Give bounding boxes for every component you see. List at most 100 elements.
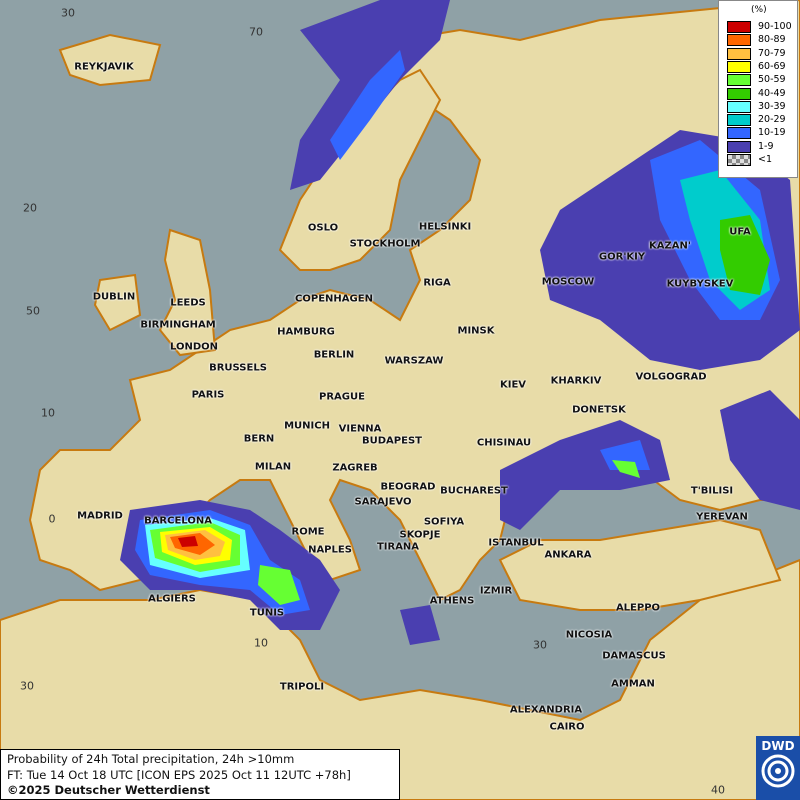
- logo-text: DWD: [761, 739, 795, 753]
- legend-label: 60-69: [758, 60, 786, 72]
- city-label: BUDAPEST: [362, 435, 422, 447]
- city-label: MOSCOW: [541, 276, 595, 288]
- precip-caucasus-1-9: [720, 390, 800, 510]
- legend-swatch: [727, 47, 751, 60]
- city-label: VOLGOGRAD: [635, 371, 707, 383]
- precipitation-areas: [120, 0, 800, 645]
- legend-label: 40-49: [758, 87, 786, 99]
- city-label: KIEV: [499, 379, 527, 391]
- graticule-label: 10: [41, 406, 55, 420]
- legend-item: 60-69: [727, 60, 797, 74]
- graticule-label: 50: [26, 304, 40, 318]
- city-label: IZMIR: [479, 585, 513, 597]
- city-label: MINSK: [457, 325, 495, 337]
- land-iceland: [58, 33, 162, 87]
- city-label: ALEPPO: [615, 602, 661, 614]
- city-label: ISTANBUL: [488, 537, 544, 549]
- city-label: PARIS: [191, 389, 225, 401]
- city-label: TRIPOLI: [279, 681, 325, 693]
- legend-unit: (%): [751, 5, 767, 15]
- graticule-label: 30: [20, 679, 34, 693]
- city-label: RIGA: [423, 277, 451, 289]
- city-label: BIRMINGHAM: [140, 319, 216, 331]
- city-label: CAIRO: [549, 721, 585, 733]
- legend-item: 80-89: [727, 34, 797, 47]
- legend-swatch: [727, 87, 751, 100]
- city-label: BUCHAREST: [440, 485, 508, 497]
- city-label: ANKARA: [544, 549, 592, 561]
- legend-swatch: [727, 100, 751, 113]
- city-label: AMMAN: [611, 678, 655, 690]
- precip-russia-40-49: [720, 215, 770, 295]
- legend-label: 80-89: [758, 34, 786, 46]
- city-label: LONDON: [169, 341, 219, 353]
- city-label: COPENHAGEN: [295, 293, 373, 305]
- legend-label: 20-29: [758, 114, 786, 126]
- legend-item: 40-49: [727, 87, 797, 101]
- legend-item: 30-39: [727, 100, 797, 114]
- precip-blacksea-50-59: [612, 460, 640, 478]
- legend-item: 1-9: [727, 140, 797, 154]
- dwd-logo: DWD: [756, 736, 800, 800]
- city-label: BARCELONA: [144, 515, 212, 527]
- city-label: DUBLIN: [92, 291, 136, 303]
- city-label: NICOSIA: [565, 629, 613, 641]
- city-label: ALEXANDRIA: [509, 704, 583, 716]
- legend-label: <1: [758, 154, 773, 165]
- city-label: BERLIN: [313, 349, 355, 361]
- city-label: KHARKIV: [550, 375, 602, 387]
- map-title: Probability of 24h Total precipitation, …: [7, 752, 295, 766]
- precip-blacksea-10-19: [600, 440, 650, 470]
- legend-item: 70-79: [727, 47, 797, 61]
- city-label: TIRANA: [376, 541, 420, 553]
- legend-swatch: [727, 140, 751, 153]
- city-label: SKOPJE: [399, 529, 441, 541]
- city-label: OSLO: [307, 222, 339, 234]
- legend-label: 90-100: [758, 21, 792, 32]
- city-label: CHISINAU: [476, 437, 532, 449]
- legend-swatch: [727, 114, 751, 127]
- legend-swatch: [727, 34, 751, 47]
- city-label: REYKJAVIK: [74, 61, 134, 73]
- legend-item: 20-29: [727, 114, 797, 127]
- city-label: DAMASCUS: [602, 650, 666, 662]
- legend-swatch: [727, 154, 751, 166]
- legend-swatch: [727, 60, 751, 73]
- city-label: T'BILISI: [690, 485, 734, 497]
- precip-med-90-100: [178, 536, 198, 547]
- legend-item: 90-100: [727, 21, 797, 34]
- legend-label: 10-19: [758, 127, 786, 139]
- graticule-label: 30: [533, 638, 547, 652]
- land-ireland: [93, 273, 142, 332]
- city-label: SOFIYA: [423, 516, 465, 528]
- city-label: UFA: [729, 226, 751, 238]
- city-label: ALGIERS: [148, 593, 196, 605]
- city-label: VIENNA: [338, 423, 382, 435]
- legend-swatch: [727, 127, 751, 140]
- graticule-label: 10: [254, 636, 268, 650]
- city-label: MILAN: [254, 461, 292, 473]
- legend-label: 70-79: [758, 47, 786, 59]
- precip-aegean-1-9: [400, 605, 440, 645]
- city-label: SARAJEVO: [354, 496, 412, 508]
- city-label: HAMBURG: [277, 326, 335, 338]
- legend-item: 50-59: [727, 74, 797, 87]
- city-label: BEOGRAD: [380, 481, 436, 493]
- legend-item: <1: [727, 154, 797, 167]
- city-label: ZAGREB: [332, 462, 378, 474]
- spiral-icon: [761, 754, 795, 788]
- legend-label: 50-59: [758, 74, 786, 86]
- info-box: Probability of 24h Total precipitation, …: [0, 749, 400, 800]
- legend-swatch: [727, 74, 751, 87]
- city-label: KAZAN': [649, 240, 691, 252]
- city-label: YEREVAN: [696, 511, 748, 523]
- city-label: HELSINKI: [418, 221, 472, 233]
- city-label: STOCKHOLM: [349, 238, 421, 250]
- city-label: TUNIS: [249, 607, 285, 619]
- city-label: BRUSSELS: [209, 362, 267, 374]
- legend-label: 30-39: [758, 100, 786, 112]
- graticule-label: 20: [23, 201, 37, 215]
- city-label: BERN: [243, 433, 275, 445]
- city-label: MUNICH: [284, 420, 330, 432]
